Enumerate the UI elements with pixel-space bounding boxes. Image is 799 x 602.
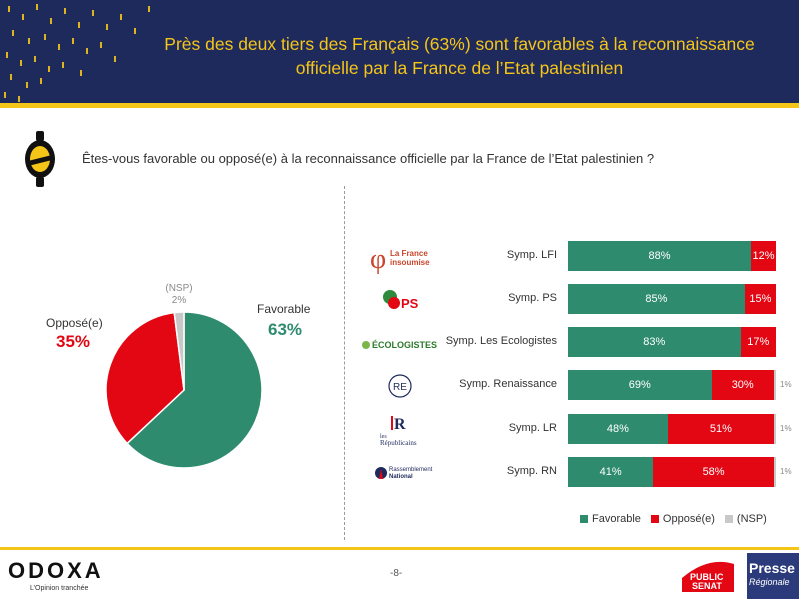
bar-row: 69% 30% [568, 370, 776, 400]
ecologistes-logo: ÉCOLOGISTES [362, 340, 437, 350]
svg-text:SENAT: SENAT [692, 581, 722, 591]
renaissance-logo: RE [388, 374, 412, 398]
bar-row: 88% 12% [568, 241, 776, 271]
bar-nsp-value-label: 1% [780, 380, 792, 389]
bar-segment-favorable: 48% [568, 414, 668, 444]
title-line-2: officielle par la France de l’Etat pales… [295, 58, 624, 78]
svg-text:R: R [394, 416, 406, 433]
bar-value-label: 17% [747, 336, 770, 348]
bar-nsp-value-label: 1% [780, 467, 792, 476]
survey-question: Êtes-vous favorable ou opposé(e) à la re… [82, 151, 655, 166]
bar-value-label: 48% [606, 423, 629, 435]
public-senat-logo: PUBLIC SENAT [682, 561, 734, 592]
svg-text:insoumise: insoumise [390, 258, 430, 267]
pie-nsp-label: (NSP) [165, 283, 193, 294]
legend-oppose: Opposé(e) [650, 513, 715, 525]
bar-value-label: 69% [628, 379, 651, 391]
title-line-1: Près des deux tiers des Français (63%) s… [164, 34, 755, 54]
chart-legend: Favorable Opposé(e) (NSP) [580, 513, 767, 525]
bar-segment-oppose: 17% [740, 327, 776, 357]
pie-slice-favorable [126, 311, 263, 469]
bar-segment-oppose: 15% [744, 284, 776, 314]
bar-category-label: Symp. LFI [506, 249, 557, 261]
bar-value-label: 51% [709, 423, 732, 435]
pie-favorable-label: Favorable [257, 302, 311, 316]
bar-category-label: Symp. Renaissance [459, 378, 557, 390]
svg-text:les: les [380, 434, 387, 440]
pie-slice-oppose [105, 311, 185, 445]
decorative-pattern [4, 4, 150, 102]
bar-row: 85% 15% [568, 284, 776, 314]
bar-segment-favorable: 85% [568, 284, 745, 314]
bar-category-label: Symp. PS [508, 292, 557, 304]
rassemblement-national-logo: Rassemblement National [375, 467, 433, 480]
svg-text:ÉCOLOGISTES: ÉCOLOGISTES [372, 340, 437, 350]
bar-segment-favorable: 41% [568, 457, 654, 487]
legend-nsp: (NSP) [724, 513, 767, 525]
pie-nsp-value: 2% [171, 295, 187, 306]
bar-segment-oppose: 30% [711, 370, 774, 400]
bar-segment-oppose: 12% [751, 241, 776, 271]
bar-segment-nsp [773, 457, 776, 487]
svg-text:PUBLIC: PUBLIC [690, 572, 724, 582]
svg-text:PS: PS [401, 296, 419, 311]
bar-value-label: 88% [648, 250, 671, 262]
bar-row: 48% 51% [568, 414, 776, 444]
bar-segment-nsp [773, 370, 776, 400]
bar-segment-oppose: 51% [667, 414, 774, 444]
page-title: Près des deux tiers des Français (63%) s… [150, 32, 769, 80]
pie-oppose-value: 35% [56, 332, 91, 351]
bar-nsp-value-label: 1% [780, 424, 792, 433]
bar-value-label: 83% [643, 336, 666, 348]
svg-text:RE: RE [393, 382, 407, 393]
svg-text:Rassemblement: Rassemblement [389, 467, 433, 473]
bar-value-label: 85% [645, 293, 668, 305]
svg-text:National: National [389, 474, 413, 480]
bar-segment-oppose: 58% [653, 457, 774, 487]
lfi-logo: φ La France insoumise [370, 244, 430, 275]
pie-favorable-value: 63% [268, 320, 303, 339]
bar-value-label: 58% [702, 466, 725, 478]
svg-text:φ: φ [370, 244, 386, 275]
bar-segment-favorable: 88% [568, 241, 752, 271]
page-number: -8- [390, 568, 403, 579]
section-divider [344, 186, 345, 540]
pie-slice-nsp [173, 311, 185, 391]
les-republicains-logo: R les Républicains [380, 416, 417, 447]
header-accent-bar [0, 103, 799, 108]
bar-segment-favorable: 69% [568, 370, 712, 400]
bar-row: 83% 17% [568, 327, 776, 357]
bar-value-label: 41% [599, 466, 622, 478]
bar-value-label: 30% [731, 379, 754, 391]
svg-text:Républicains: Républicains [380, 439, 417, 447]
bar-category-label: Symp. Les Ecologistes [445, 335, 557, 347]
bar-value-label: 12% [752, 250, 775, 262]
pie-chart [105, 311, 263, 469]
header-banner: Près des deux tiers des Français (63%) s… [0, 0, 799, 107]
bar-category-label: Symp. RN [506, 465, 557, 477]
pie-oppose-label: Opposé(e) [46, 316, 103, 330]
odoxa-icon [25, 131, 55, 187]
bar-value-label: 15% [749, 293, 772, 305]
odoxa-logo: ODOXA [8, 558, 104, 583]
bar-category-label: Symp. LR [508, 422, 557, 434]
bar-segment-favorable: 83% [568, 327, 741, 357]
bar-row: 41% 58% [568, 457, 776, 487]
presse-regionale-logo: Presse Régionale [747, 553, 799, 599]
odoxa-tagline: L’Opinion tranchée [30, 585, 89, 592]
legend-favorable: Favorable [580, 513, 641, 525]
footer-accent-bar [0, 547, 799, 550]
ps-logo: PS [383, 290, 419, 311]
bar-segment-nsp [773, 414, 776, 444]
svg-text:La France: La France [390, 249, 428, 258]
